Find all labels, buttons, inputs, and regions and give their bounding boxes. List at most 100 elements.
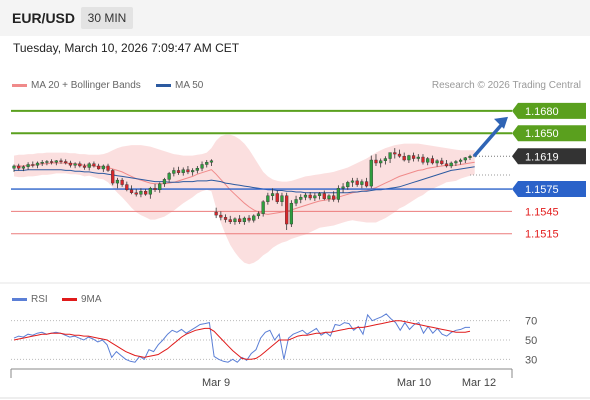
price-label-box	[512, 125, 586, 142]
price-label-text: 1.1680	[525, 106, 559, 118]
ma20-swatch	[12, 83, 27, 87]
legend-ma20: MA 20 + Bollinger Bands	[12, 80, 141, 91]
candle	[97, 163, 101, 170]
candle	[144, 189, 148, 196]
candle-body	[144, 191, 148, 195]
candle-body	[308, 194, 312, 199]
legend-9ma: 9MA	[62, 294, 102, 305]
candle-body	[360, 181, 364, 185]
candle	[411, 152, 416, 162]
candle-body	[233, 218, 237, 223]
candle	[82, 163, 87, 170]
candle	[444, 160, 449, 168]
candle	[12, 164, 16, 172]
candle-body	[186, 169, 190, 173]
candle	[294, 195, 298, 207]
candle-body	[195, 168, 199, 171]
x-tick-label: Mar 12	[462, 377, 496, 389]
candle	[172, 167, 176, 177]
candle	[167, 171, 171, 183]
candle-body	[393, 152, 397, 155]
candle	[355, 177, 359, 187]
candle-body	[59, 160, 63, 162]
candle-body	[458, 159, 463, 162]
timestamp: Tuesday, March 10, 2026 7:09:47 AM CET	[13, 41, 240, 55]
candle-body	[350, 180, 355, 183]
legend-ma50: MA 50	[156, 80, 203, 91]
candle	[332, 191, 336, 202]
candle-body	[228, 219, 232, 223]
candle	[322, 190, 326, 201]
candle	[45, 160, 49, 166]
candle-body	[388, 152, 392, 159]
candle-body	[416, 156, 420, 159]
candle-body	[252, 215, 256, 221]
candle-body	[176, 170, 181, 173]
candle-body	[205, 162, 209, 165]
candle	[468, 154, 472, 161]
candle-body	[270, 193, 275, 196]
candle	[303, 192, 308, 201]
price-label-1-1680: 1.1680	[512, 102, 586, 119]
candle	[247, 215, 251, 223]
interval-button[interactable]: 30 MIN	[81, 7, 133, 29]
candle-body	[200, 164, 204, 169]
candle-body	[111, 170, 115, 184]
legend-ma20-label: MA 20 + Bollinger Bands	[31, 80, 141, 91]
candle	[191, 168, 195, 176]
x-tick-label: Mar 10	[397, 377, 431, 389]
candle-body	[35, 162, 40, 166]
candle-body	[383, 158, 387, 161]
candle	[111, 168, 115, 186]
candle-body	[134, 192, 138, 195]
candle	[54, 160, 58, 166]
candle-body	[440, 160, 444, 164]
candle-body	[45, 161, 49, 163]
candle-body	[369, 159, 373, 187]
candle	[223, 214, 228, 223]
candle	[17, 163, 21, 171]
price-label-text: 1.1515	[525, 229, 559, 241]
rsi-swatch	[12, 297, 27, 301]
candle	[285, 192, 289, 230]
candle	[125, 181, 129, 192]
rsi-9ma-line	[13, 320, 471, 360]
candle	[238, 215, 242, 225]
candle-body	[280, 195, 284, 202]
candle	[26, 162, 30, 170]
candle	[87, 162, 91, 171]
candle	[256, 211, 261, 219]
candle-body	[120, 179, 124, 185]
candle-body	[317, 193, 322, 196]
legend-rsi-label: RSI	[31, 294, 48, 305]
candle	[49, 159, 54, 165]
candle-body	[219, 214, 223, 218]
candle	[252, 214, 256, 223]
candle	[454, 160, 458, 166]
candle	[162, 177, 167, 187]
candle	[308, 192, 312, 201]
candle	[176, 166, 181, 175]
candle-body	[426, 158, 430, 163]
candle	[360, 179, 364, 189]
candle	[158, 182, 162, 193]
candle-body	[449, 162, 453, 167]
price-label-1-1619: 1.1619	[512, 148, 586, 165]
candle-body	[153, 188, 157, 190]
candle	[416, 154, 420, 162]
candle-body	[275, 193, 279, 202]
price-label-1-1650: 1.1650	[512, 125, 586, 142]
candle-body	[327, 195, 331, 199]
candle	[120, 177, 124, 187]
candle-body	[379, 160, 383, 164]
candle	[31, 161, 35, 168]
candle-body	[322, 193, 326, 199]
candle	[242, 216, 246, 225]
candle	[233, 217, 237, 225]
candle	[407, 154, 411, 163]
candle	[68, 160, 73, 168]
candle	[153, 183, 157, 193]
candle	[317, 192, 322, 200]
candle-body	[68, 162, 73, 166]
